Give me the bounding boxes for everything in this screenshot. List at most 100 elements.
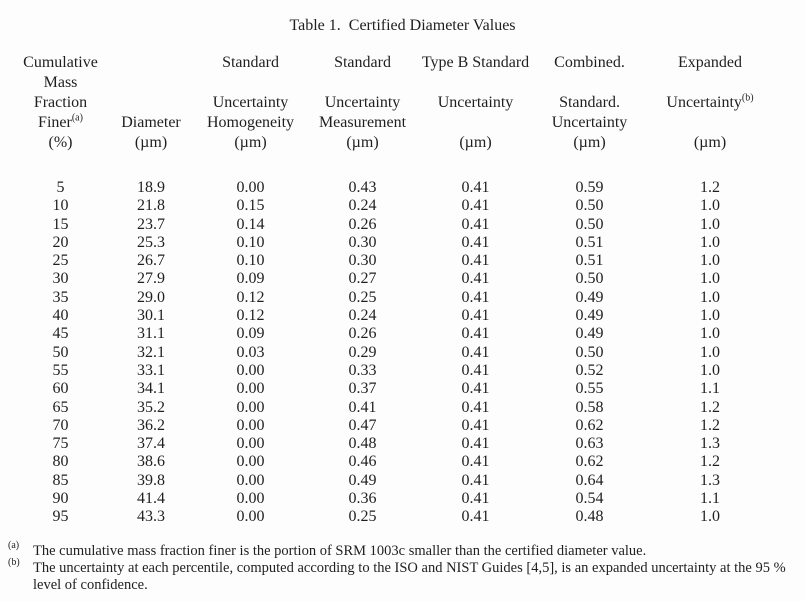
table-cell: 0.00 (236, 398, 265, 416)
table-cell: 0.50 (575, 197, 604, 215)
column-header-cell: (µm) (573, 134, 606, 151)
table-cell: 1.2 (700, 179, 720, 196)
table-cell: 0.50 (575, 215, 604, 233)
table-cell: 0.00 (236, 435, 265, 453)
table-cell: 37.4 (137, 435, 165, 453)
table-cell: 21.8 (137, 197, 165, 215)
table-cell: 1.3 (700, 471, 720, 489)
table-cell: 36.2 (137, 416, 165, 434)
footnote: (a) The cumulative mass fraction finer is… (8, 539, 647, 559)
column-header-cell: Type B Standard (421, 54, 530, 71)
table-cell: 0.41 (461, 233, 490, 251)
table-cell: 0.41 (461, 453, 490, 471)
table-cell: 0.25 (348, 288, 377, 306)
table-row: 75 37.4 0.00 0.48 0.41 0.63 1.3 (15, 435, 772, 453)
column-header-cell: (µm) (693, 134, 727, 151)
table-cell: 65 (52, 398, 69, 416)
column-header-cell: Uncertainty (437, 94, 514, 111)
table-cell: 0.00 (236, 380, 265, 398)
table-cell: 27.9 (137, 270, 165, 288)
column-header-cell: Uncertainty (324, 94, 401, 111)
table-cell: 0.41 (461, 398, 490, 416)
table-row: 20 25.3 0.10 0.30 0.41 0.51 1.0 (15, 234, 772, 252)
table-cell: 25.3 (137, 233, 165, 251)
table-cell: 0.48 (575, 508, 604, 526)
table-cell: 10 (52, 197, 69, 215)
footnote: (b) The uncertainty at each percentile, c… (8, 556, 786, 593)
table-cell: 0.00 (236, 471, 265, 489)
table-title: Table 1. Certified Diameter Values (289, 17, 516, 34)
table-cell: 32.1 (137, 343, 165, 361)
table-cell: 0.41 (461, 471, 490, 489)
table-cell: 41.4 (137, 490, 165, 508)
table-cell: 0.00 (236, 416, 265, 434)
footnote-text: The cumulative mass fraction finer is th… (33, 542, 647, 559)
table-cell: 1.0 (700, 288, 720, 306)
column-header-cell: Diameter (121, 114, 181, 131)
table-cell: 0.10 (236, 252, 265, 270)
table-cell: 0.51 (575, 233, 604, 251)
column-header-cell (648, 113, 772, 133)
table-cell: 0.03 (236, 343, 265, 361)
column-header-cell: Standard (334, 54, 391, 71)
table-row: 60 34.1 0.00 0.37 0.41 0.55 1.1 (15, 380, 772, 398)
table-cell: 1.0 (700, 343, 720, 361)
table-cell: 0.00 (236, 508, 265, 526)
table-cell: 39.8 (137, 471, 165, 489)
table-row: 50 32.1 0.03 0.29 0.41 0.50 1.0 (15, 344, 772, 362)
table-body: 5 18.9 0.00 0.43 0.41 0.59 1.2 10 21.8 0.15 0.24 0.… (15, 153, 772, 527)
table-cell: 1.0 (700, 215, 720, 233)
table-cell: 1.0 (700, 361, 720, 379)
table-cell: 0.58 (575, 398, 604, 416)
table-cell: 0.26 (348, 325, 377, 343)
table-cell: 0.41 (461, 361, 490, 379)
table-cell: 0.41 (461, 307, 490, 325)
table-cell: 0.62 (575, 453, 604, 471)
table-cell: 0.51 (575, 252, 604, 270)
table-cell: 0.29 (348, 343, 377, 361)
column-header-cell: Mass Fraction (33, 74, 88, 111)
table-cell: 0.50 (575, 270, 604, 288)
table-row: 55 33.1 0.00 0.33 0.41 0.52 1.0 (15, 362, 772, 380)
table-cell: 0.30 (348, 233, 377, 251)
table-cell: 0.10 (236, 233, 265, 251)
table-cell: 0.43 (348, 179, 377, 196)
table-cell: 1.0 (700, 325, 720, 343)
table-cell: 75 (52, 435, 69, 453)
column-header-cell (420, 113, 531, 133)
table-cell: 0.41 (461, 270, 490, 288)
table-cell: 1.2 (700, 453, 720, 471)
table-cell: 40 (52, 307, 69, 325)
table-row: 5 18.9 0.00 0.43 0.41 0.59 1.2 (15, 153, 772, 197)
table-cell: 15 (52, 215, 69, 233)
table-cell: 0.15 (236, 197, 265, 215)
table-cell: 0.30 (348, 252, 377, 270)
column-header-cell: Expanded (678, 54, 742, 71)
table-cell: 80 (52, 453, 69, 471)
table-row: 45 31.1 0.09 0.26 0.41 0.49 1.0 (15, 325, 772, 343)
table-cell: 0.55 (575, 380, 604, 398)
table-row: 10 21.8 0.15 0.24 0.41 0.50 1.0 (15, 197, 772, 215)
table-cell: 95 (52, 508, 69, 526)
table-cell: 0.48 (348, 435, 377, 453)
table-row: 15 23.7 0.14 0.26 0.41 0.50 1.0 (15, 216, 772, 234)
table-cell: 1.2 (700, 398, 720, 416)
table-cell: 1.0 (700, 197, 720, 215)
table-cell: 5 (56, 179, 65, 196)
column-header-cell: (µm) (134, 134, 168, 151)
column-header-cell: Measurement (318, 114, 407, 131)
table-cell: 0.46 (348, 453, 377, 471)
table-cell: 0.41 (461, 508, 490, 526)
column-header-cell: (µm) (346, 134, 379, 151)
table-cell: 25 (52, 252, 69, 270)
table-cell: 0.36 (348, 490, 377, 508)
table-cell: 0.41 (461, 215, 490, 233)
table-cell: 90 (52, 490, 69, 508)
column-header-cell: Standard. (559, 94, 620, 111)
table-row: 40 30.1 0.12 0.24 0.41 0.49 1.0 (15, 307, 772, 325)
table-row: 70 36.2 0.00 0.47 0.41 0.62 1.2 (15, 417, 772, 435)
table-row: 80 38.6 0.00 0.46 0.41 0.62 1.2 (15, 453, 772, 471)
table-cell: 1.0 (700, 233, 720, 251)
table-cell: 1.0 (700, 307, 720, 325)
